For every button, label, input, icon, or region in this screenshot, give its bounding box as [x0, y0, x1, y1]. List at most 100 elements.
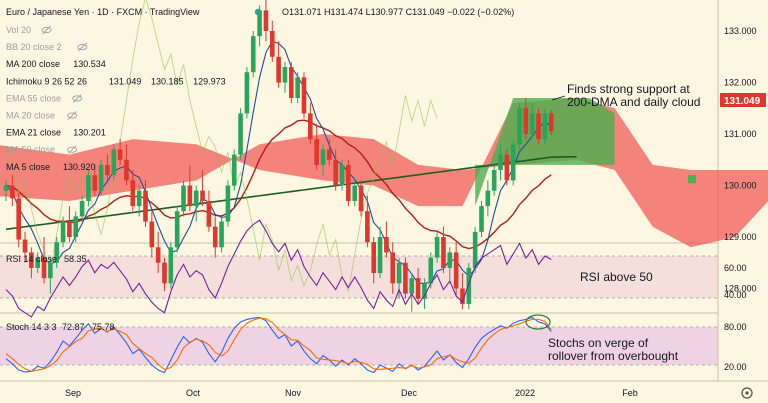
candle-body [358, 185, 364, 212]
candle-body [136, 190, 142, 207]
candle [460, 273, 465, 310]
stoch-d-line [5, 317, 552, 372]
candle [352, 180, 357, 207]
candle [67, 206, 72, 243]
candle-body [98, 164, 104, 191]
settings-gear-icon[interactable] [741, 387, 753, 399]
candle [10, 175, 15, 207]
candle-body [453, 252, 459, 289]
price-tick-label: 132.000 [724, 78, 757, 88]
candle-body [460, 288, 465, 304]
price-tick-label: 129.000 [724, 232, 757, 242]
eye-outline [67, 112, 78, 119]
candle [250, 31, 256, 78]
candle-body [269, 31, 275, 57]
legend-value: 130.185 [151, 76, 184, 86]
ma200-line [5, 155, 577, 231]
eye-slash [67, 111, 77, 120]
candle [365, 195, 370, 248]
candle-body [79, 200, 85, 217]
time-tick-label: Sep [65, 388, 81, 398]
candle [390, 242, 396, 294]
candle [282, 61, 288, 93]
candle [314, 123, 319, 171]
candle [86, 170, 91, 207]
axes: 133.000 132.000 131.000 130.000 129.000 128.0… [65, 26, 757, 398]
legend-label: EMA 55 close [6, 93, 61, 103]
candle-body [168, 247, 174, 284]
candle [269, 20, 275, 62]
time-tick-label: 2022 [515, 388, 535, 398]
candle-body [212, 226, 218, 248]
candle-body [403, 262, 408, 294]
candle [200, 170, 205, 207]
candle [238, 108, 243, 160]
candle [276, 41, 281, 88]
candle [3, 180, 9, 201]
stoch-tick-label: 20.00 [724, 362, 747, 372]
eye-outline [41, 26, 52, 34]
current-price-badge [720, 93, 766, 107]
symbol-title[interactable]: Euro / Japanese Yen · 1D · FXCM · Tradin… [6, 7, 200, 17]
rsi-label[interactable]: RSI 14 close [6, 254, 57, 264]
candle [29, 247, 34, 279]
candle-body [371, 242, 377, 274]
candle [447, 247, 453, 284]
stoch-d-value: 75.78 [92, 322, 115, 332]
candle-body [491, 170, 497, 191]
candle [168, 242, 174, 289]
candle [22, 231, 28, 263]
legend-value: 129.973 [193, 76, 226, 86]
ichimoku-lagging-line [5, 0, 438, 293]
annotation-support-line2: 200-DMA and daily cloud [567, 95, 700, 109]
eye-slash-icon [67, 111, 78, 120]
eye-slash-icon [72, 94, 83, 103]
legend-label: MA 50 close [6, 145, 55, 155]
candle-body [466, 267, 472, 304]
candle [346, 159, 351, 207]
candle-body [377, 237, 383, 274]
candle-body [314, 139, 319, 165]
annotation-support-line1: Finds strong support at [567, 82, 690, 96]
eye-slash [42, 25, 51, 35]
candle-body [92, 175, 98, 191]
ohlc-readout: O131.071 H131.474 L130.977 C131.049 −0.0… [282, 7, 514, 17]
candle [155, 231, 161, 274]
candle-body [352, 185, 357, 201]
price-tick-label: 130.000 [724, 181, 757, 191]
candle-body [428, 257, 434, 284]
stoch-label[interactable]: Stoch 14 3 3 [6, 322, 57, 332]
candle-body [54, 242, 60, 263]
live-status-icon [254, 8, 262, 16]
candle-body [16, 198, 21, 240]
candle [130, 170, 136, 212]
candle-body [295, 77, 300, 98]
candle [504, 149, 510, 186]
candle [409, 273, 415, 312]
candle [472, 226, 478, 274]
candle-body [548, 113, 554, 132]
candle-body [73, 216, 79, 237]
candle [263, 0, 269, 42]
candle [396, 257, 402, 299]
stoch-k-line [5, 316, 552, 374]
stoch-tick-label: 80.00 [724, 322, 747, 332]
candle-body [529, 113, 535, 134]
candle [339, 159, 345, 191]
eye-outline [77, 44, 88, 51]
candle [143, 180, 148, 227]
candle [523, 97, 529, 140]
annotation-support-pointer [551, 95, 566, 101]
candle-body [485, 190, 491, 207]
candle [485, 180, 491, 217]
candle [301, 72, 307, 119]
candle-body [225, 185, 231, 222]
ema21-line [5, 119, 552, 250]
cloud-bull [475, 97, 615, 207]
candle-body [390, 252, 396, 284]
candle-body [35, 257, 40, 268]
candle [187, 164, 193, 212]
candle [136, 185, 142, 217]
eye-slash-icon [41, 25, 52, 35]
